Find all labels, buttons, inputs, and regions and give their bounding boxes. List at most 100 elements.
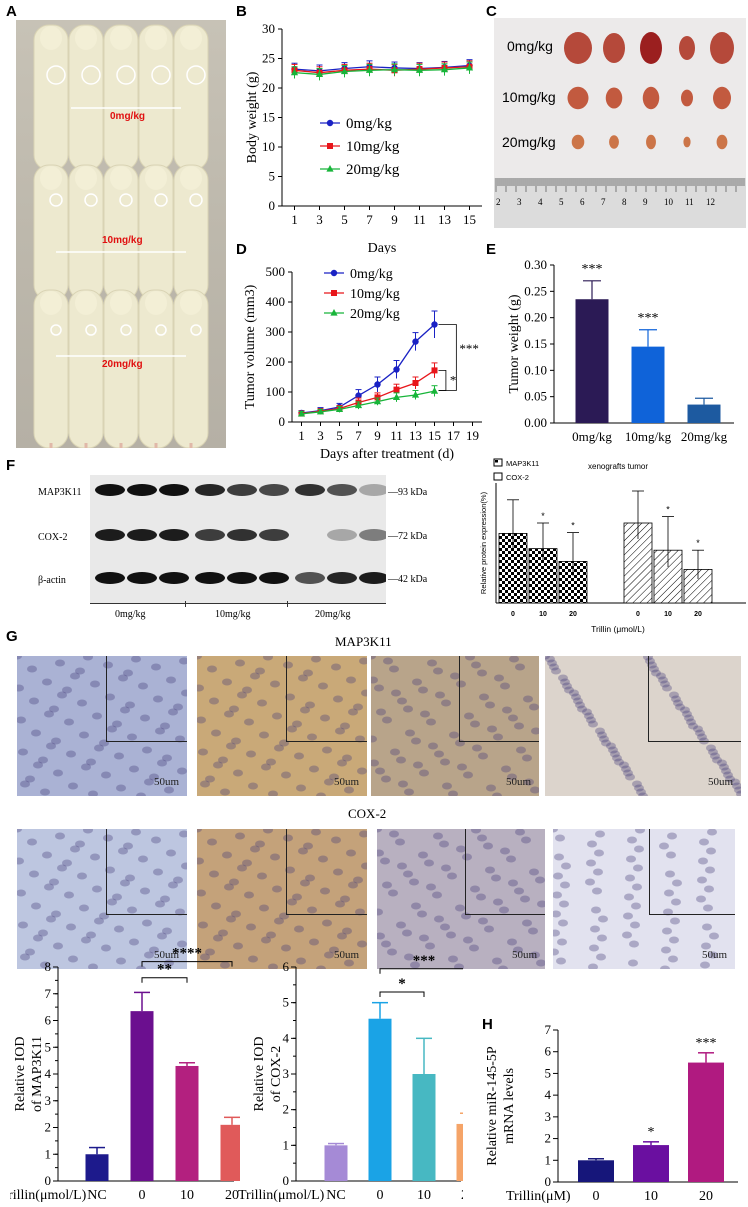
mouse-head [75, 166, 97, 190]
x-tick-label: 9 [391, 212, 398, 227]
tumor-circle [50, 324, 62, 336]
scale-bar-label: 50um [511, 949, 537, 961]
sig-label: *** [459, 341, 479, 356]
blot-band [295, 572, 325, 584]
x-tick-label: 20 [225, 1188, 239, 1203]
tumor-20 [646, 134, 656, 150]
sig-label: * [541, 511, 545, 521]
data-point [392, 393, 401, 400]
y-tick-label: 2 [45, 1120, 52, 1135]
tumor-circle [186, 65, 206, 85]
tumor-illustration [564, 32, 734, 150]
tumor-circle [155, 324, 167, 336]
ihc-image: 50um [552, 828, 736, 970]
scale-bar-label: 50um [333, 949, 359, 961]
x-tick-label: 0 [593, 1189, 600, 1204]
x-tick-label: 5 [341, 212, 348, 227]
blot-band [327, 572, 357, 584]
y-tick-label: 25 [262, 51, 275, 66]
sig-label: *** [638, 311, 659, 326]
sig-label: *** [413, 953, 436, 969]
sig-label: *** [696, 1036, 717, 1051]
tumor-circle [190, 324, 202, 336]
sig-label: * [398, 976, 406, 992]
ihc-inset [465, 829, 545, 916]
blot-band [327, 484, 357, 496]
mouse-head [75, 26, 97, 50]
mice-photo: 0mg/kg 10mg/kg 20mg/kg [16, 20, 226, 448]
blot-membrane [90, 475, 389, 603]
bar [688, 1062, 724, 1182]
sig-label: *** [582, 262, 603, 277]
series-line-2 [301, 390, 435, 415]
tumor-circle [154, 193, 168, 207]
blot-band [95, 484, 125, 496]
tumor-circle [119, 193, 133, 207]
mouse-head [110, 166, 132, 190]
data-point [465, 63, 474, 71]
y-axis-label: Relative IOD [252, 1036, 267, 1111]
y-tick-label: 6 [283, 959, 290, 974]
tumor-photo: 0mg/kg 10mg/kg 20mg/kg 2 3 4 5 6 7 8 9 10 11 12 [494, 18, 746, 228]
y-tick-label: 0.10 [524, 362, 547, 377]
tumor-circle [49, 193, 63, 207]
tumor-10 [605, 87, 623, 109]
mouse-body [68, 289, 104, 448]
y-tick-label: 5 [269, 169, 276, 184]
mouse-body [138, 289, 174, 448]
ruler-tick-label: 6 [580, 197, 585, 207]
tumor-20 [683, 136, 691, 148]
y-axis-label: Relative protein expression(%) [479, 491, 488, 594]
ihc-image: 50um [196, 655, 368, 797]
mouse-head [145, 166, 167, 190]
panel-label-e: E [486, 241, 497, 258]
x-tick-label: 20 [569, 611, 577, 618]
x-tick-label: NC [87, 1188, 106, 1203]
ruler: 2 3 4 5 6 7 8 9 10 11 12 [494, 178, 746, 228]
y-tick-label: 10 [262, 139, 275, 154]
x-tick-label: 10 [539, 611, 547, 618]
x-tick-label: 1 [298, 428, 305, 443]
ihc-inset [647, 656, 741, 743]
mouse-head [75, 291, 97, 315]
legend-entry: 10mg/kg [346, 139, 400, 155]
x-tick-label: 0 [511, 611, 515, 618]
blot-band [195, 529, 225, 541]
data-point [316, 407, 325, 415]
y-tick-label: 3 [283, 1066, 290, 1081]
wb-label-cox2: COX-2 [38, 532, 68, 543]
data-point [412, 380, 419, 386]
mouse-head [180, 166, 202, 190]
kda-72: —72 kDa [388, 531, 428, 542]
x-tick-label: 0 [377, 1188, 384, 1203]
legend-entry: 0mg/kg [350, 267, 393, 282]
blot-band [359, 484, 389, 496]
x-tick-label: NC [326, 1188, 345, 1203]
mouse-head [40, 26, 62, 50]
series-line-2 [294, 67, 470, 76]
y-tick-label: 0.05 [524, 389, 547, 404]
y-tick-label: 6 [45, 1013, 52, 1028]
legend-entry: MAP3K11 [506, 459, 539, 468]
panel-label-d: D [236, 241, 247, 258]
data-point [393, 386, 400, 393]
y-axis-label: of MAP3K11 [30, 1036, 45, 1112]
y-tick-label: 0 [283, 1173, 290, 1188]
y-tick-label: 0 [279, 414, 286, 429]
y-tick-label: 8 [45, 959, 52, 974]
ihc-image: 50um [544, 655, 742, 797]
blot-band [227, 484, 257, 496]
mouse-body [103, 289, 139, 448]
bar [633, 1145, 669, 1182]
x-tick-label: 20 [699, 1189, 713, 1204]
y-tick-label: 4 [545, 1087, 552, 1102]
tumor-circle [116, 65, 136, 85]
ruler-tick-label: 12 [706, 197, 715, 207]
blot-band [259, 484, 289, 496]
y-tick-label: 0 [45, 1173, 52, 1188]
tumor-circle [85, 324, 97, 336]
y-tick-label: 15 [262, 110, 275, 125]
x-tick-label: 11 [413, 212, 426, 227]
blot-band [195, 484, 225, 496]
